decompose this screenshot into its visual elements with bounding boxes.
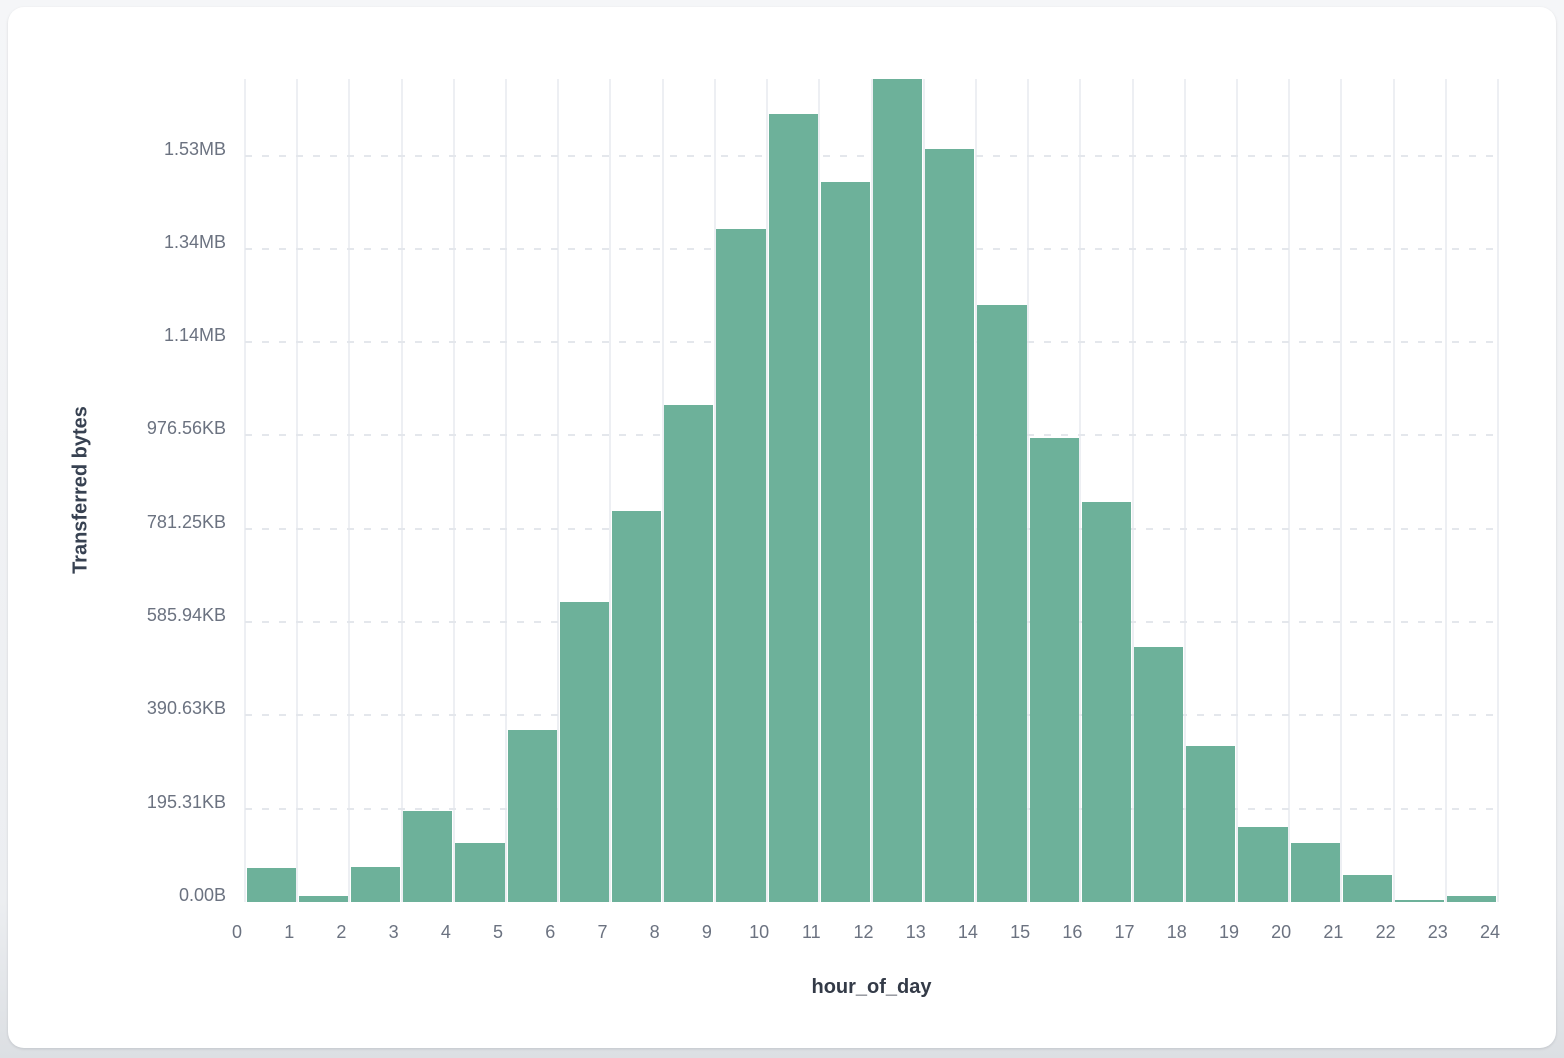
vertical-gridline	[818, 79, 821, 902]
histogram-bar-hour-11[interactable]	[820, 182, 870, 902]
vertical-gridline	[1027, 79, 1030, 902]
x-tick-label-13: 13	[905, 922, 926, 942]
vertical-gridline	[452, 79, 455, 902]
plot-area	[244, 79, 1499, 902]
histogram-bar-hour-8[interactable]	[664, 405, 714, 902]
chart-card: Transferred bytes hour_of_day 0.00B 195.3…	[8, 7, 1556, 1048]
y-tick-label-195.31KB: 195.31KB	[146, 791, 226, 812]
y-tick-label-781.25KB: 781.25KB	[146, 511, 226, 532]
vertical-gridline	[1288, 79, 1291, 902]
vertical-gridline	[766, 79, 769, 902]
histogram-bar-hour-0[interactable]	[246, 868, 296, 902]
x-tick-label-24: 24	[1479, 922, 1501, 942]
vertical-gridline	[1079, 79, 1082, 902]
histogram-bar-hour-22[interactable]	[1395, 900, 1445, 902]
histogram-bar-hour-13[interactable]	[925, 149, 975, 902]
horizontal-gridline	[245, 247, 1498, 250]
x-tick-label-4: 4	[440, 922, 451, 942]
y-tick-label-1.53MB: 1.53MB	[163, 138, 226, 159]
x-tick-label-21: 21	[1323, 922, 1344, 942]
horizontal-gridline	[245, 527, 1498, 530]
vertical-gridline	[974, 79, 977, 902]
histogram-bar-hour-18[interactable]	[1186, 746, 1236, 902]
x-tick-label-5: 5	[493, 922, 504, 942]
x-tick-label-22: 22	[1375, 922, 1396, 942]
x-tick-label-0: 0	[231, 922, 242, 942]
histogram-bar-hour-1[interactable]	[298, 896, 348, 902]
histogram-bar-hour-16[interactable]	[1081, 502, 1132, 902]
vertical-gridline	[1183, 79, 1186, 902]
y-tick-label-1.34MB: 1.34MB	[163, 231, 226, 252]
histogram-bar-hour-20[interactable]	[1290, 843, 1340, 902]
histogram-bar-hour-10[interactable]	[768, 114, 818, 902]
vertical-gridline	[557, 79, 560, 902]
horizontal-gridline	[245, 807, 1498, 810]
histogram-bar-hour-15[interactable]	[1029, 438, 1079, 902]
y-tick-label-976.56KB: 976.56KB	[146, 418, 226, 439]
x-tick-label-1: 1	[284, 922, 295, 942]
x-tick-label-19: 19	[1218, 922, 1239, 942]
histogram-bar-hour-7[interactable]	[611, 511, 662, 902]
x-tick-label-2: 2	[336, 922, 347, 942]
x-tick-label-6: 6	[545, 922, 556, 942]
x-tick-label-9: 9	[701, 922, 712, 942]
vertical-gridline	[922, 79, 925, 902]
x-tick-label-11: 11	[801, 922, 821, 942]
x-tick-label-20: 20	[1271, 922, 1292, 942]
x-tick-label-17: 17	[1114, 922, 1135, 942]
histogram-bar-hour-17[interactable]	[1134, 647, 1184, 902]
vertical-gridline	[661, 79, 664, 902]
histogram-bar-hour-6[interactable]	[559, 602, 609, 902]
histogram-bar-hour-3[interactable]	[403, 811, 453, 902]
histogram-bar-hour-4[interactable]	[455, 843, 505, 902]
x-tick-label-12: 12	[853, 922, 874, 942]
x-tick-label-23: 23	[1427, 922, 1448, 942]
vertical-gridline	[1497, 79, 1499, 902]
vertical-gridline	[713, 79, 716, 902]
vertical-gridline	[1235, 79, 1238, 902]
y-tick-label-585.94KB: 585.94KB	[146, 605, 226, 626]
vertical-gridline	[1340, 79, 1343, 902]
vertical-gridline	[1444, 79, 1447, 902]
histogram-bar-hour-23[interactable]	[1447, 896, 1497, 902]
vertical-gridline	[505, 79, 508, 902]
x-tick-label-14: 14	[957, 922, 978, 942]
horizontal-gridline	[245, 621, 1498, 624]
vertical-gridline	[244, 79, 246, 902]
horizontal-gridline	[245, 714, 1498, 717]
vertical-gridline	[609, 79, 612, 902]
histogram-bar-hour-14[interactable]	[977, 305, 1027, 902]
y-tick-label-1.14MB: 1.14MB	[163, 325, 226, 346]
x-tick-label-8: 8	[649, 922, 660, 942]
x-tick-label-10: 10	[749, 922, 770, 942]
vertical-gridline	[400, 79, 403, 902]
histogram-bar-hour-12[interactable]	[873, 79, 923, 902]
vertical-gridline	[870, 79, 873, 902]
horizontal-gridline	[245, 341, 1498, 344]
x-tick-label-7: 7	[597, 922, 608, 942]
histogram-bar-hour-19[interactable]	[1238, 827, 1288, 902]
x-tick-label-18: 18	[1166, 922, 1187, 942]
x-tick-label-15: 15	[1010, 922, 1031, 942]
y-tick-label-390.63KB: 390.63KB	[146, 698, 226, 719]
vertical-gridline	[296, 79, 299, 902]
x-tick-label-3: 3	[388, 922, 399, 942]
histogram-bar-hour-2[interactable]	[350, 867, 401, 902]
vertical-gridline	[348, 79, 351, 902]
y-tick-label-0.00B: 0.00B	[178, 885, 226, 905]
x-tick-label-16: 16	[1062, 922, 1083, 942]
vertical-gridline	[1392, 79, 1395, 902]
vertical-gridline	[1131, 79, 1134, 902]
horizontal-gridline	[245, 154, 1498, 157]
histogram-bar-hour-9[interactable]	[716, 229, 766, 902]
histogram-bar-hour-5[interactable]	[507, 730, 557, 902]
x-axis-title: hour_of_day	[811, 976, 932, 998]
histogram-bar-hour-21[interactable]	[1342, 875, 1393, 902]
horizontal-gridline	[245, 434, 1498, 437]
